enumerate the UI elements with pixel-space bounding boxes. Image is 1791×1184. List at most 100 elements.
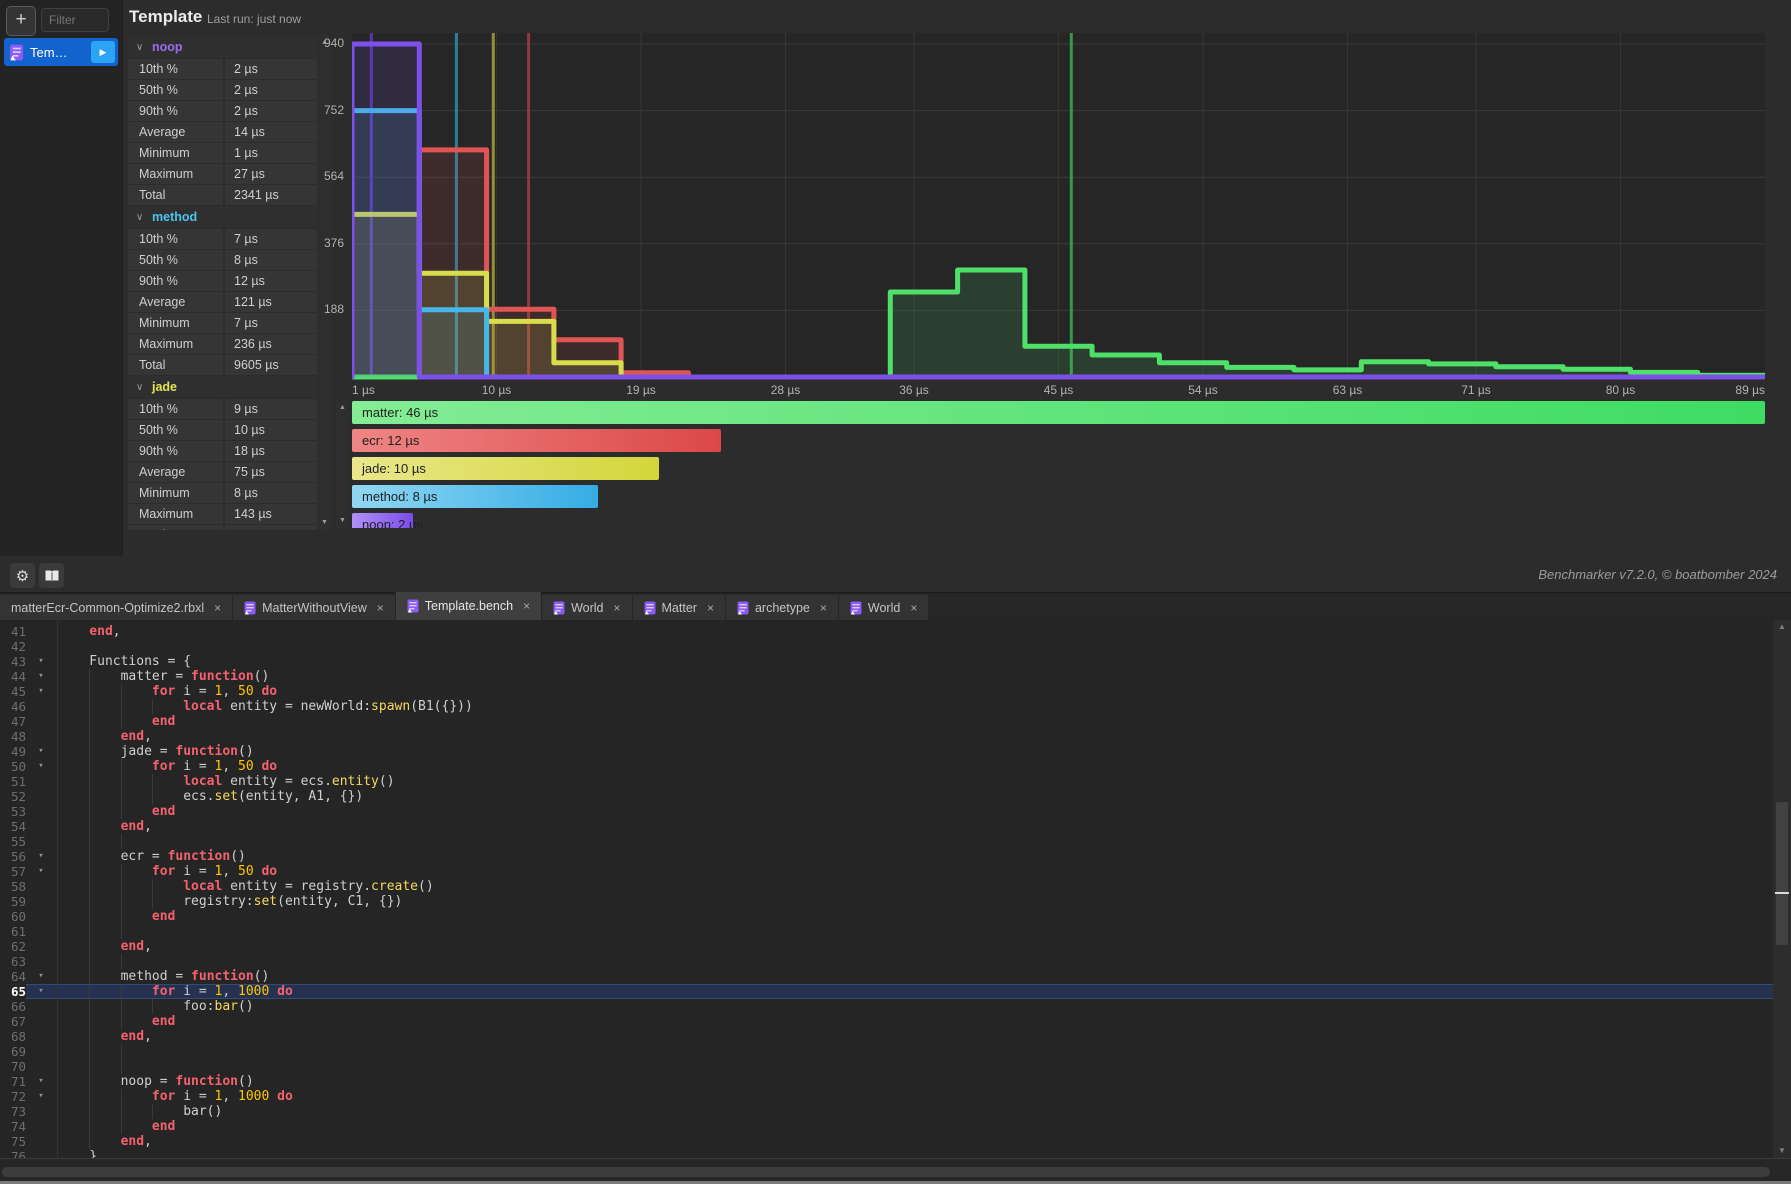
close-icon[interactable]: × bbox=[376, 600, 384, 615]
code-line-body[interactable]: registry:set(entity, C1, {}) bbox=[26, 894, 1773, 909]
scroll-down-icon[interactable]: ▼ bbox=[321, 519, 328, 526]
fold-arrow-icon[interactable]: ▾ bbox=[38, 686, 44, 696]
code-line-57[interactable]: 57 ▾ for i = 1, 50 do bbox=[0, 864, 1773, 879]
code-line-body[interactable]: ▾ for i = 1, 50 do bbox=[26, 684, 1773, 699]
code-line-63[interactable]: 63 bbox=[0, 954, 1773, 969]
code-line-41[interactable]: 41 end, bbox=[0, 624, 1773, 639]
code-line-body[interactable]: ▾ jade = function() bbox=[26, 744, 1773, 759]
code-line-body[interactable]: end bbox=[26, 909, 1773, 924]
code-line-body[interactable] bbox=[26, 639, 1773, 654]
code-line-body[interactable] bbox=[26, 1059, 1773, 1074]
code-line-body[interactable]: local entity = newWorld:spawn(B1({})) bbox=[26, 699, 1773, 714]
code-line-body[interactable]: bar() bbox=[26, 1104, 1773, 1119]
code-line-body[interactable]: end bbox=[26, 714, 1773, 729]
code-line-62[interactable]: 62 end, bbox=[0, 939, 1773, 954]
fold-arrow-icon[interactable]: ▾ bbox=[38, 986, 44, 996]
code-line-74[interactable]: 74 end bbox=[0, 1119, 1773, 1134]
legend-scrollbar[interactable]: ▲ ▼ bbox=[336, 401, 349, 528]
code-line-body[interactable]: ▾ noop = function() bbox=[26, 1074, 1773, 1089]
run-benchmark-button[interactable]: ▶ bbox=[91, 41, 115, 63]
code-line-body[interactable]: ▾ Functions = { bbox=[26, 654, 1773, 669]
code-line-body[interactable]: end, bbox=[26, 819, 1773, 834]
code-line-body[interactable]: ▾ for i = 1, 50 do bbox=[26, 864, 1773, 879]
code-line-53[interactable]: 53 end bbox=[0, 804, 1773, 819]
close-icon[interactable]: × bbox=[910, 600, 918, 615]
code-line-64[interactable]: 64 ▾ method = function() bbox=[0, 969, 1773, 984]
legend-bar-method[interactable]: method: 8 µs bbox=[352, 485, 598, 508]
tab-world[interactable]: World × bbox=[542, 595, 632, 620]
benchmark-list-item-template[interactable]: Tem… ▶ bbox=[4, 38, 118, 66]
fold-arrow-icon[interactable]: ▾ bbox=[38, 671, 44, 681]
code-line-body[interactable]: ▾ ecr = function() bbox=[26, 849, 1773, 864]
code-line-76[interactable]: 76}, bbox=[0, 1149, 1773, 1158]
fold-arrow-icon[interactable]: ▾ bbox=[38, 971, 44, 981]
code-line-46[interactable]: 46 local entity = newWorld:spawn(B1({})) bbox=[0, 699, 1773, 714]
code-line-65[interactable]: 65 ▾ for i = 1, 1000 do bbox=[0, 984, 1773, 999]
code-line-72[interactable]: 72 ▾ for i = 1, 1000 do bbox=[0, 1089, 1773, 1104]
code-line-60[interactable]: 60 end bbox=[0, 909, 1773, 924]
code-line-61[interactable]: 61 bbox=[0, 924, 1773, 939]
code-line-47[interactable]: 47 end bbox=[0, 714, 1773, 729]
scroll-up-icon[interactable]: ▲ bbox=[1778, 622, 1786, 631]
docs-button[interactable] bbox=[39, 563, 64, 588]
tab-template-bench[interactable]: Template.bench × bbox=[395, 592, 542, 620]
code-line-71[interactable]: 71 ▾ noop = function() bbox=[0, 1074, 1773, 1089]
editor-vertical-scrollbar[interactable]: ▲ ▼ bbox=[1773, 620, 1791, 1158]
code-line-body[interactable] bbox=[26, 834, 1773, 849]
legend-bar-noop[interactable]: noop: 2 µs bbox=[352, 513, 423, 528]
code-line-68[interactable]: 68 end, bbox=[0, 1029, 1773, 1044]
editor-horizontal-scrollbar[interactable] bbox=[0, 1158, 1791, 1184]
fold-arrow-icon[interactable]: ▾ bbox=[38, 761, 44, 771]
code-line-56[interactable]: 56 ▾ ecr = function() bbox=[0, 849, 1773, 864]
scroll-down-icon[interactable]: ▼ bbox=[1778, 1146, 1786, 1155]
code-line-body[interactable]: ▾ for i = 1, 1000 do bbox=[26, 1089, 1773, 1104]
fold-arrow-icon[interactable]: ▾ bbox=[38, 1091, 44, 1101]
code-line-55[interactable]: 55 bbox=[0, 834, 1773, 849]
code-line-body[interactable]: end bbox=[26, 1119, 1773, 1134]
code-line-48[interactable]: 48 end, bbox=[0, 729, 1773, 744]
legend-bar-ecr[interactable]: ecr: 12 µs bbox=[352, 429, 721, 452]
code-line-70[interactable]: 70 bbox=[0, 1059, 1773, 1074]
close-icon[interactable]: × bbox=[214, 600, 222, 615]
code-line-body[interactable]: foo:bar() bbox=[26, 999, 1773, 1014]
code-line-52[interactable]: 52 ecs.set(entity, A1, {}) bbox=[0, 789, 1773, 804]
code-line-49[interactable]: 49 ▾ jade = function() bbox=[0, 744, 1773, 759]
scrollbar-thumb[interactable] bbox=[1776, 802, 1788, 945]
code-line-69[interactable]: 69 bbox=[0, 1044, 1773, 1059]
code-line-body[interactable]: end, bbox=[26, 1134, 1773, 1149]
code-line-body[interactable] bbox=[26, 924, 1773, 939]
code-line-44[interactable]: 44 ▾ matter = function() bbox=[0, 669, 1773, 684]
code-line-body[interactable]: ecs.set(entity, A1, {}) bbox=[26, 789, 1773, 804]
settings-button[interactable]: ⚙ bbox=[10, 563, 35, 588]
code-line-42[interactable]: 42 bbox=[0, 639, 1773, 654]
tab-archetype[interactable]: archetype × bbox=[725, 595, 838, 620]
code-line-body[interactable]: local entity = registry.create() bbox=[26, 879, 1773, 894]
code-line-body[interactable]: ▾ for i = 1, 1000 do bbox=[26, 984, 1773, 999]
code-line-body[interactable]: }, bbox=[26, 1149, 1773, 1158]
code-line-43[interactable]: 43 ▾ Functions = { bbox=[0, 654, 1773, 669]
filter-input[interactable] bbox=[41, 8, 109, 32]
tab-matterecr-common-optimize2-rbxl[interactable]: matterEcr-Common-Optimize2.rbxl × bbox=[0, 595, 233, 620]
fold-arrow-icon[interactable]: ▾ bbox=[38, 851, 44, 861]
close-icon[interactable]: × bbox=[613, 600, 621, 615]
scroll-up-icon[interactable]: ▲ bbox=[339, 404, 346, 411]
scroll-down-icon[interactable]: ▼ bbox=[339, 517, 346, 524]
code-line-body[interactable]: local entity = ecs.entity() bbox=[26, 774, 1773, 789]
code-line-59[interactable]: 59 registry:set(entity, C1, {}) bbox=[0, 894, 1773, 909]
code-line-body[interactable] bbox=[26, 1044, 1773, 1059]
legend-bar-jade[interactable]: jade: 10 µs bbox=[352, 457, 660, 480]
legend-bar-matter[interactable]: matter: 46 µs bbox=[352, 401, 1765, 424]
stats-section-header-jade[interactable]: ∨ jade bbox=[128, 376, 317, 398]
code-line-50[interactable]: 50 ▾ for i = 1, 50 do bbox=[0, 759, 1773, 774]
code-line-body[interactable]: end, bbox=[26, 624, 1773, 639]
code-line-body[interactable]: ▾ method = function() bbox=[26, 969, 1773, 984]
fold-arrow-icon[interactable]: ▾ bbox=[38, 746, 44, 756]
code-line-body[interactable]: ▾ matter = function() bbox=[26, 669, 1773, 684]
add-benchmark-button[interactable]: + bbox=[6, 6, 36, 36]
script-editor[interactable]: 41 end, 42 43 ▾ Functions = {44 ▾ matter = func… bbox=[0, 620, 1773, 1158]
code-line-75[interactable]: 75 end, bbox=[0, 1134, 1773, 1149]
code-line-67[interactable]: 67 end bbox=[0, 1014, 1773, 1029]
stats-section-header-noop[interactable]: ∨ noop bbox=[128, 36, 317, 58]
code-line-66[interactable]: 66 foo:bar() bbox=[0, 999, 1773, 1014]
code-line-54[interactable]: 54 end, bbox=[0, 819, 1773, 834]
